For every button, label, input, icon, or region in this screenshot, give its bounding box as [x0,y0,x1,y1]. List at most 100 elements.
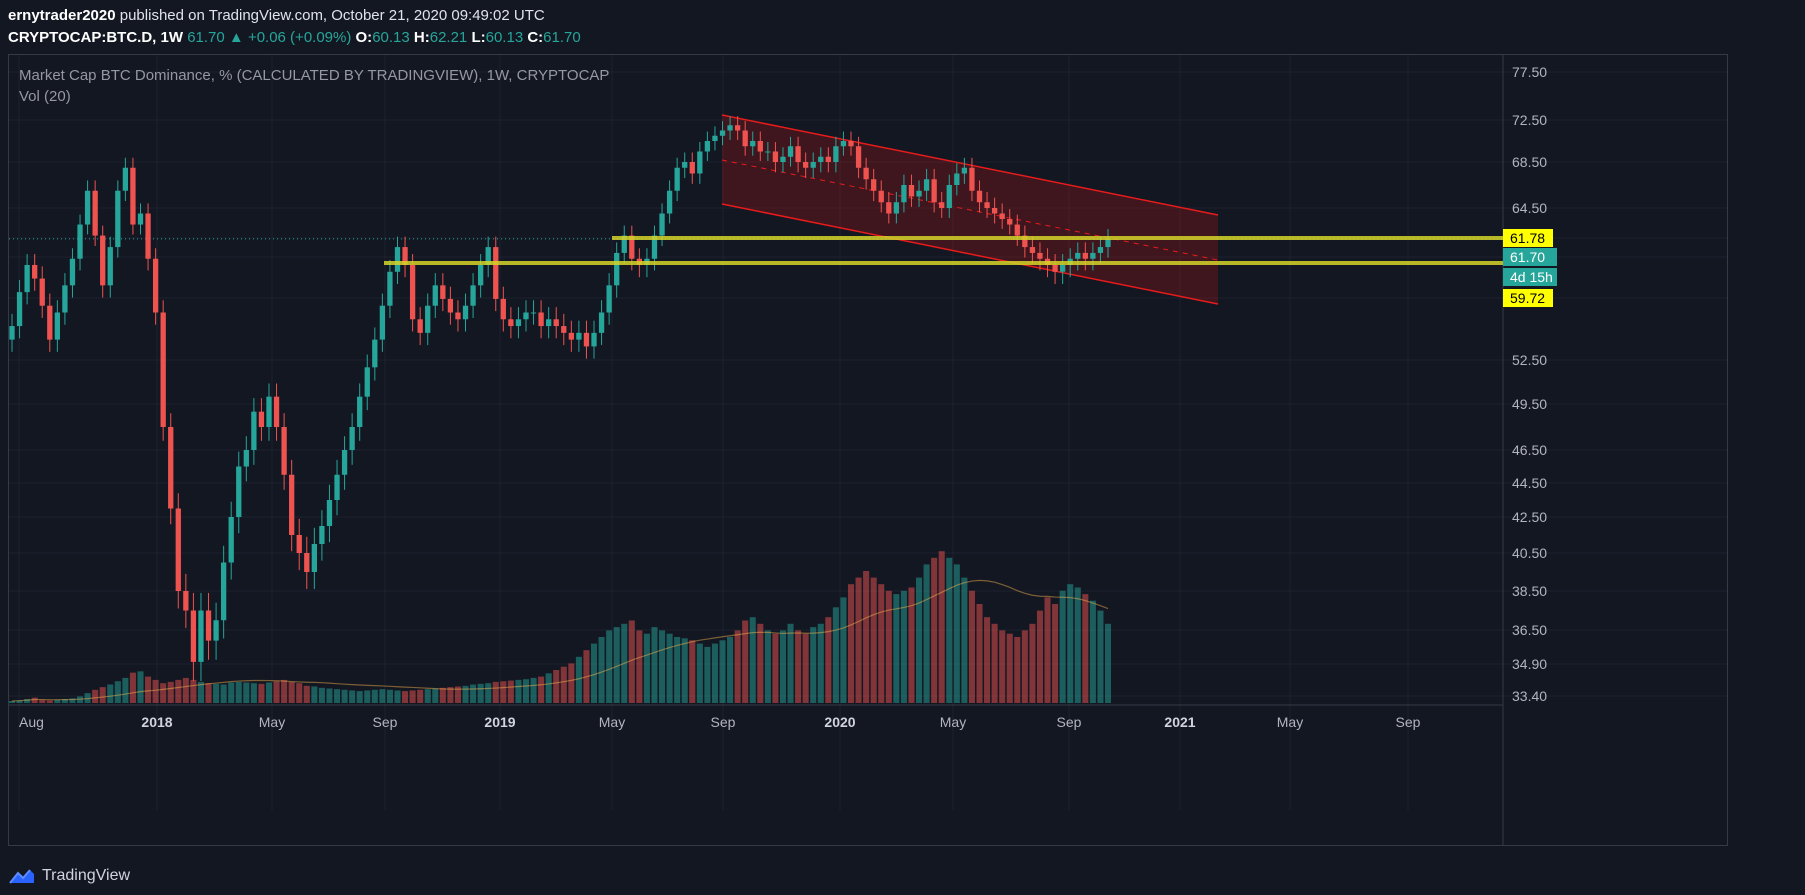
x-tick-label: 2020 [824,714,855,730]
volume-bar [530,677,537,703]
candle-body [818,156,824,162]
candle-body [69,258,76,286]
candle-body [598,312,605,333]
candle-body [848,141,854,147]
volume-bar [885,590,892,703]
candle-body [878,190,884,203]
candle-body [311,544,317,572]
candle-body [750,141,756,147]
volume-bar [507,680,514,703]
volume-bar [417,689,424,703]
publisher-line: ernytrader2020 published on TradingView.… [8,7,545,24]
candle-body [470,285,476,306]
candle-body [107,247,113,286]
volume-bar [24,699,31,703]
price-tag-label: 61.78 [1510,230,1545,246]
volume-bar [485,683,492,703]
candle-body [281,427,287,475]
candle-body [145,213,151,259]
candle-body [372,339,378,368]
candle-body [334,474,340,500]
candle-body [689,162,695,174]
volume-bar [704,646,711,703]
candle-body [447,298,454,313]
candle-body [991,208,998,214]
candle-body [840,141,847,147]
candle-body [9,326,15,340]
volume-bar [840,597,847,703]
volume-bar [333,689,341,703]
y-tick-label: 36.50 [1512,622,1547,638]
volume-bar [311,686,318,703]
candle-body [326,500,333,526]
volume-bar [1089,600,1096,703]
candle-body [236,466,242,517]
volume-bar [560,666,567,703]
volume-bar [931,557,938,703]
candle-body [32,264,38,279]
candle-body [583,332,590,347]
candle-body [508,319,514,327]
candle-body [976,190,983,203]
author-name[interactable]: ernytrader2020 [8,7,116,24]
channel-lower-line [721,203,1219,305]
candle-body [931,179,937,203]
candle-body [349,427,355,450]
volume-bar [779,630,787,703]
volume-bar [1044,597,1051,703]
volume-bar [719,640,726,703]
candle-body [379,305,386,340]
candle-body [1014,224,1020,236]
volume-bar [923,564,930,703]
x-tick-label: Sep [1396,714,1421,730]
candle-body [674,167,680,191]
candle-body [122,167,129,191]
volume-bar [402,691,409,703]
last-price: 61.70 [187,29,225,46]
candle-body [493,247,499,299]
candle-body [734,125,741,131]
footer-brand[interactable]: TradingView [8,867,130,885]
price-tag-label: 61.70 [1510,249,1545,265]
candle-body [568,332,574,340]
candle-body [697,151,703,174]
volume-bar [265,682,273,703]
y-tick-label: 38.50 [1512,583,1547,599]
candle-body [954,173,960,185]
volume-bar [145,676,152,703]
chart-frame[interactable] [8,54,1728,846]
volume-bar [318,687,325,703]
volume-bar [628,620,635,703]
volume-indicator-label[interactable]: Vol (20) [19,88,71,105]
brand-label: TradingView [42,867,131,884]
candle-body [16,292,23,327]
volume-bar [832,607,839,703]
volume-bar [538,676,545,703]
candle-body [115,190,121,248]
volume-bar [870,577,877,703]
volume-bar [114,681,121,703]
volume-bar [190,679,197,703]
candle-body [682,162,688,168]
volume-bar [1052,604,1059,703]
candle-body [220,562,227,621]
price-tag-bg [1503,248,1557,266]
candle-body [629,235,635,259]
candle-body [546,319,552,327]
volume-bar [764,630,771,703]
candle-body [999,213,1005,220]
candle-body [810,162,816,168]
volume-bar [802,633,809,703]
candle-body [833,146,839,162]
volume-bar [46,700,53,703]
candle-body [175,508,181,591]
volume-bar [659,630,666,703]
volume-bar [916,577,923,703]
volume-bar [938,551,945,703]
candle-body [659,213,665,236]
candle-body [1007,219,1013,225]
candle-body [901,185,907,203]
volume-bar [1014,637,1021,703]
candle-body [553,319,559,327]
